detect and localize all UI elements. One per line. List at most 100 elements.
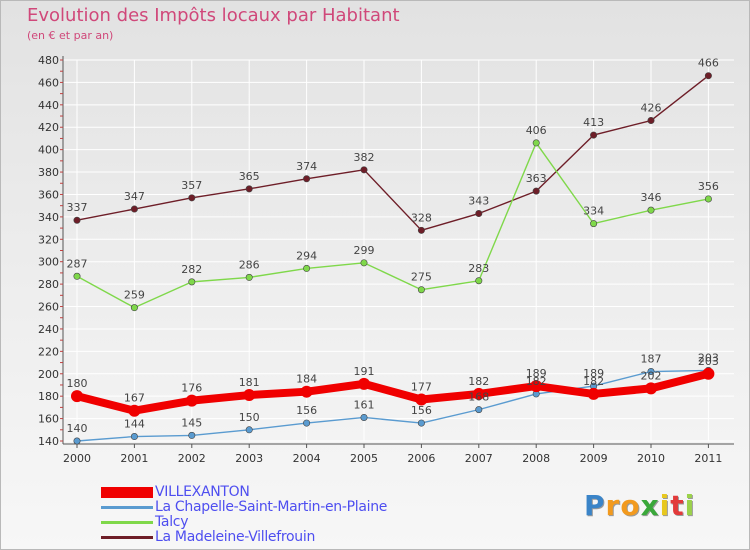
- legend-swatch-la-madeleine: [101, 536, 153, 539]
- data-label-talcy: 275: [411, 271, 432, 284]
- y-tick-label: 400: [38, 144, 59, 157]
- data-point-talcy: [590, 220, 598, 228]
- x-tick-label: 2000: [63, 452, 91, 465]
- logo-letter: r: [605, 489, 621, 522]
- data-label-la-chapelle-saint-martin-en-plaine: 187: [641, 353, 662, 366]
- legend-label-talcy: Talcy: [155, 514, 189, 530]
- data-label-villexanton: 189: [526, 367, 547, 380]
- data-label-la-chapelle-saint-martin-en-plaine: 156: [411, 404, 432, 417]
- data-label-la-chapelle-saint-martin-en-plaine: 203: [698, 351, 719, 364]
- legend-label-villexanton: VILLEXANTON: [155, 484, 250, 500]
- data-label-villexanton: 181: [239, 376, 260, 389]
- data-label-la-chapelle-saint-martin-en-plaine: 145: [181, 416, 202, 429]
- legend-swatch-la-chapelle: [101, 506, 153, 509]
- data-point-talcy: [130, 304, 138, 312]
- logo-letter: t: [670, 489, 685, 522]
- data-label-la-madeleine-villefrouin: 357: [181, 179, 202, 192]
- x-tick-label: 2003: [235, 452, 263, 465]
- data-label-la-madeleine-villefrouin: 328: [411, 211, 432, 224]
- data-point-talcy: [647, 206, 655, 214]
- data-point-talcy: [245, 273, 253, 281]
- x-tick-label: 2004: [293, 452, 321, 465]
- data-point-la-madeleine-villefrouin: [532, 187, 540, 195]
- data-label-la-madeleine-villefrouin: 347: [124, 190, 145, 203]
- data-point-la-madeleine-villefrouin: [73, 216, 81, 224]
- data-label-villexanton: 182: [583, 375, 604, 388]
- data-label-villexanton: 184: [296, 373, 317, 386]
- y-tick-label: 300: [38, 256, 59, 269]
- data-point-villexanton: [300, 385, 313, 398]
- y-tick-label: 180: [38, 390, 59, 403]
- series-line-talcy: [76, 142, 709, 309]
- data-label-la-chapelle-saint-martin-en-plaine: 150: [239, 411, 260, 424]
- logo-letter: P: [584, 489, 606, 522]
- x-tick-label: 2008: [522, 452, 550, 465]
- x-tick-label: 2011: [694, 452, 722, 465]
- data-label-la-madeleine-villefrouin: 343: [468, 195, 489, 208]
- y-tick-label: 200: [38, 368, 59, 381]
- legend-label-la-chapelle: La Chapelle-Saint-Martin-en-Plaine: [155, 499, 388, 515]
- data-point-talcy: [360, 259, 368, 267]
- data-label-talcy: 299: [354, 244, 375, 257]
- y-tick-label: 280: [38, 278, 59, 291]
- data-point-villexanton: [645, 382, 657, 395]
- data-point-villexanton: [587, 387, 600, 400]
- x-tick-label: 2009: [580, 452, 608, 465]
- data-label-talcy: 286: [239, 258, 260, 271]
- data-label-la-madeleine-villefrouin: 363: [526, 172, 547, 185]
- data-label-la-madeleine-villefrouin: 337: [67, 201, 88, 214]
- data-point-la-chapelle-saint-martin-en-plaine: [417, 419, 425, 427]
- data-point-la-chapelle-saint-martin-en-plaine: [130, 433, 138, 441]
- y-tick-label: 480: [38, 54, 59, 67]
- data-label-talcy: 294: [296, 249, 317, 262]
- logo-letter: x: [640, 489, 660, 522]
- data-point-la-chapelle-saint-martin-en-plaine: [188, 431, 196, 439]
- data-label-villexanton: 180: [67, 377, 88, 390]
- data-point-la-madeleine-villefrouin: [590, 131, 598, 139]
- data-label-la-madeleine-villefrouin: 413: [583, 116, 604, 129]
- data-point-la-chapelle-saint-martin-en-plaine: [475, 406, 483, 414]
- data-point-la-madeleine-villefrouin: [303, 175, 311, 183]
- data-label-talcy: 282: [181, 263, 202, 276]
- y-tick-label: 240: [38, 323, 59, 336]
- data-label-villexanton: 177: [411, 381, 432, 394]
- data-label-la-chapelle-saint-martin-en-plaine: 144: [124, 418, 145, 431]
- legend-label-la-madeleine: La Madeleine-Villefrouin: [155, 529, 316, 545]
- data-point-villexanton: [358, 377, 370, 390]
- data-point-villexanton: [185, 394, 198, 407]
- data-label-villexanton: 203: [698, 355, 719, 368]
- data-label-la-madeleine-villefrouin: 382: [354, 151, 375, 164]
- data-point-talcy: [73, 272, 81, 280]
- chart-subtitle: (en € et par an): [27, 29, 114, 42]
- data-label-villexanton: 176: [181, 382, 202, 395]
- y-tick-label: 360: [38, 188, 59, 201]
- chart-title: Evolution des Impôts locaux par Habitant: [27, 5, 400, 26]
- data-point-talcy: [704, 195, 712, 203]
- data-label-talcy: 334: [583, 205, 604, 218]
- y-tick-label: 380: [38, 166, 59, 179]
- data-label-la-madeleine-villefrouin: 365: [239, 170, 260, 183]
- data-point-talcy: [188, 278, 196, 286]
- proxiti-logo: Proxiti: [584, 489, 695, 522]
- y-tick-label: 140: [38, 435, 59, 448]
- data-point-villexanton: [243, 389, 256, 402]
- data-label-talcy: 406: [526, 124, 547, 137]
- data-label-villexanton: 202: [641, 369, 662, 382]
- data-point-la-chapelle-saint-martin-en-plaine: [245, 426, 253, 434]
- x-tick-label: 2005: [350, 452, 378, 465]
- data-label-la-chapelle-saint-martin-en-plaine: 156: [296, 404, 317, 417]
- y-tick-label: 260: [38, 301, 59, 314]
- y-tick-label: 320: [38, 233, 59, 246]
- data-point-la-madeleine-villefrouin: [360, 166, 368, 174]
- data-point-la-madeleine-villefrouin: [245, 185, 253, 193]
- series-line-la-madeleine-villefrouin: [76, 75, 709, 232]
- data-point-villexanton: [71, 390, 83, 403]
- data-point-talcy: [475, 277, 483, 285]
- series-line-villexanton: [76, 369, 710, 415]
- y-tick-label: 340: [38, 211, 59, 224]
- data-point-villexanton: [472, 387, 485, 400]
- data-point-la-madeleine-villefrouin: [704, 72, 712, 80]
- data-point-la-chapelle-saint-martin-en-plaine: [303, 419, 311, 427]
- x-tick-label: 2010: [637, 452, 665, 465]
